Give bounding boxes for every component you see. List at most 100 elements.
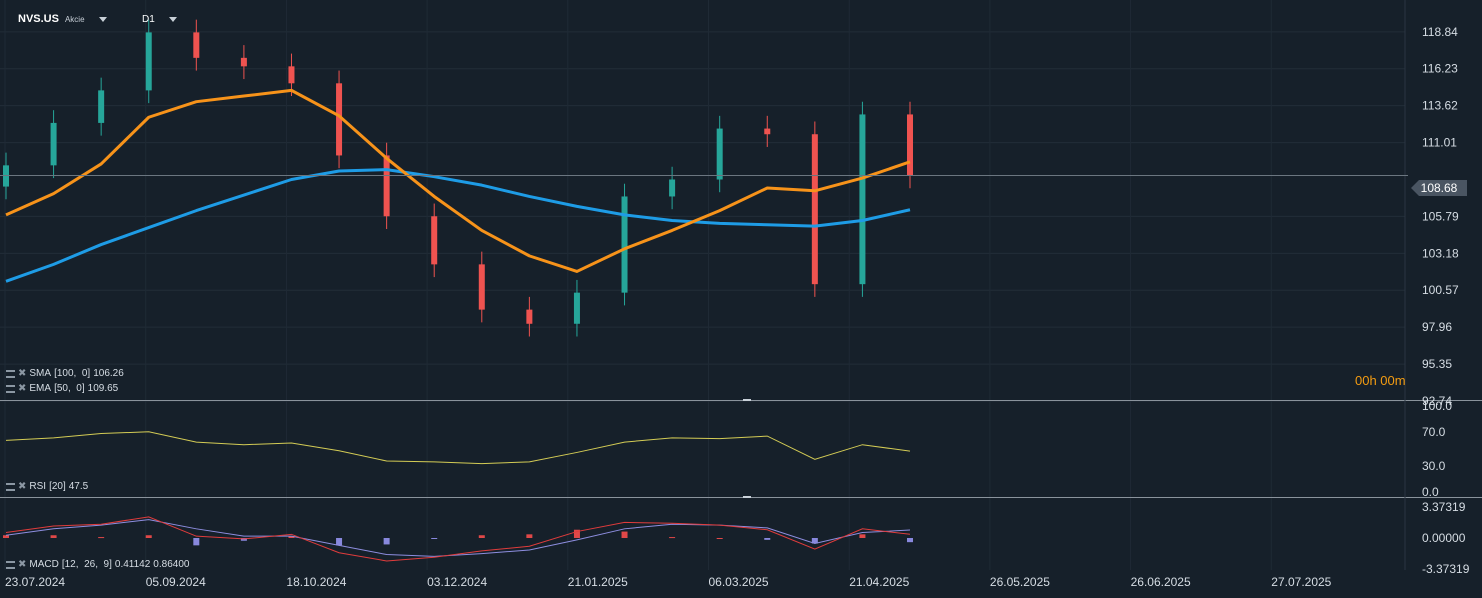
timeframe-dropdown-icon[interactable] <box>168 16 177 22</box>
ema-name: EMA <box>29 383 52 394</box>
symbol-header: NVS.US Akcie <box>18 10 107 28</box>
candle-body <box>716 128 723 180</box>
date-axis-label: 03.12.2024 <box>427 575 487 589</box>
price-axis-label: 105.79 <box>1422 209 1459 223</box>
candle-body <box>811 134 818 285</box>
candle-body <box>764 128 771 135</box>
date-axis-label: 23.07.2024 <box>5 575 65 589</box>
date-axis-label: 26.06.2025 <box>1131 575 1191 589</box>
macd-histogram-bar <box>573 529 580 538</box>
macd-histogram-bar <box>764 538 771 540</box>
price-axis-label: 92.74 <box>1422 394 1452 408</box>
price-axis-label: 100.57 <box>1422 283 1459 297</box>
macd-axis-label: 0.00000 <box>1422 531 1466 545</box>
sma-name: SMA <box>29 368 52 379</box>
sma-legend: ✖ SMA [100, 0] 106.26 <box>6 368 124 379</box>
macd-histogram-bar <box>288 536 295 538</box>
macd-histogram-bar <box>193 538 200 546</box>
macd-params: [12, 26, 9] <box>61 559 112 570</box>
macd-histogram-bar <box>526 534 533 538</box>
macd-histogram-bar <box>478 535 485 538</box>
settings-icon[interactable] <box>6 369 15 378</box>
close-icon[interactable]: ✖ <box>18 382 27 394</box>
macd-value-2: 0.86400 <box>153 559 190 570</box>
settings-icon[interactable] <box>6 560 15 569</box>
date-axis-label: 05.09.2024 <box>146 575 206 589</box>
candle-timer: 00h 00m <box>1355 373 1406 388</box>
close-icon[interactable]: ✖ <box>18 558 27 570</box>
sma-line <box>5 168 911 283</box>
macd-legend: ✖ MACD [12, 26, 9] 0.41142 0.86400 <box>6 559 189 570</box>
macd-name: MACD <box>29 559 59 570</box>
date-axis-label: 21.04.2025 <box>849 575 909 589</box>
candle-body <box>240 57 247 67</box>
rsi-line <box>5 431 911 465</box>
sma-params: [100, 0] <box>54 368 91 379</box>
rsi-axis-label: 100.0 <box>1422 399 1452 413</box>
macd-histogram-bar <box>907 538 913 543</box>
macd-histogram-bar <box>383 538 390 545</box>
candle-body <box>621 196 628 293</box>
rsi-axis-label: 30.0 <box>1422 459 1446 473</box>
ema-line <box>5 88 911 273</box>
instrument-type: Akcie <box>64 14 85 24</box>
price-axis-label: 118.84 <box>1422 25 1458 39</box>
close-icon[interactable]: ✖ <box>18 480 27 492</box>
candle-body <box>669 179 676 197</box>
price-axis-label: 97.96 <box>1422 320 1452 334</box>
rsi-value: 47.5 <box>68 481 89 492</box>
candle-body <box>145 32 152 91</box>
date-axis-label: 06.03.2025 <box>709 575 769 589</box>
macd-histogram-bar <box>336 538 343 546</box>
candle-body <box>478 264 485 310</box>
macd-value-1: 0.41142 <box>114 559 151 570</box>
macd-histogram-bar <box>145 535 152 538</box>
price-axis-label: 103.18 <box>1422 246 1459 260</box>
price-axis-label: 95.35 <box>1422 357 1452 371</box>
candle-body <box>50 122 57 166</box>
date-axis-label: 26.05.2025 <box>990 575 1050 589</box>
macd-histogram-bar <box>621 531 628 538</box>
date-axis-label: 27.07.2025 <box>1271 575 1331 589</box>
candle-body <box>907 114 913 176</box>
rsi-axis-label: 70.0 <box>1422 425 1446 439</box>
macd-signal-line <box>5 519 911 557</box>
candle-body <box>383 155 390 217</box>
macd-axis-label: 3.37319 <box>1422 500 1466 514</box>
macd-histogram-bar <box>859 534 866 538</box>
rsi-legend: ✖ RSI [20] 47.5 <box>6 481 88 492</box>
timeframe-selector[interactable]: D1 <box>142 10 177 28</box>
candle-body <box>431 216 438 265</box>
price-axis-label: 113.62 <box>1422 99 1458 113</box>
candle-body <box>288 66 295 84</box>
price-axis-label: 111.01 <box>1422 136 1457 150</box>
macd-histogram-bar <box>98 537 105 539</box>
symbol-name[interactable]: NVS.US <box>18 13 59 25</box>
symbol-dropdown-icon[interactable] <box>98 16 107 22</box>
candle-body <box>526 309 533 324</box>
candle-body <box>193 32 200 58</box>
macd-histogram-bar <box>50 535 57 538</box>
ema-legend: ✖ EMA [50, 0] 109.65 <box>6 383 118 394</box>
pane-resize-handle[interactable] <box>743 496 751 498</box>
macd-axis-label: -3.37319 <box>1422 562 1470 576</box>
macd-histogram-bar <box>811 538 818 544</box>
macd-histogram-bar <box>669 537 676 539</box>
timeframe-label[interactable]: D1 <box>142 13 155 25</box>
macd-histogram-bar <box>431 538 438 539</box>
rsi-name: RSI <box>29 481 47 492</box>
sma-value: 106.26 <box>93 368 124 379</box>
candle-body <box>573 292 580 324</box>
settings-icon[interactable] <box>6 482 15 491</box>
macd-line <box>5 516 911 562</box>
candle-body <box>859 114 866 285</box>
settings-icon[interactable] <box>6 384 15 393</box>
pane-resize-handle[interactable] <box>743 399 751 401</box>
close-icon[interactable]: ✖ <box>18 367 27 379</box>
price-axis-label: 116.23 <box>1422 62 1458 76</box>
ema-params: [50, 0] <box>54 383 85 394</box>
candle-body <box>98 90 105 123</box>
date-axis-label: 18.10.2024 <box>286 575 346 589</box>
current-price-tag: 108.68 <box>1411 180 1467 196</box>
